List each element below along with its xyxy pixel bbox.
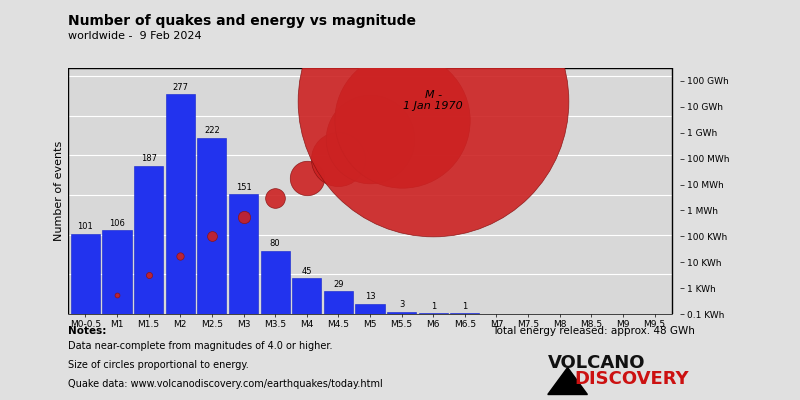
- Bar: [450, 313, 479, 314]
- Text: Size of circles proportional to energy.: Size of circles proportional to energy.: [68, 360, 249, 370]
- Point: [79, 321, 92, 327]
- Text: 277: 277: [172, 83, 188, 92]
- Text: DISCOVERY: DISCOVERY: [574, 370, 689, 388]
- Point: [363, 136, 377, 142]
- Point: [332, 156, 345, 162]
- Text: 1: 1: [430, 302, 436, 311]
- Bar: [292, 278, 322, 314]
- Text: Number of quakes and energy vs magnitude: Number of quakes and energy vs magnitude: [68, 14, 416, 28]
- Text: 3: 3: [399, 300, 404, 309]
- Bar: [355, 304, 385, 314]
- Text: 29: 29: [333, 280, 344, 289]
- Bar: [387, 312, 416, 314]
- Bar: [71, 234, 100, 314]
- Polygon shape: [548, 368, 587, 394]
- Point: [142, 272, 155, 278]
- Point: [395, 117, 408, 123]
- Text: 151: 151: [236, 183, 251, 192]
- Text: Quake data: www.volcanodiscovery.com/earthquakes/today.html: Quake data: www.volcanodiscovery.com/ear…: [68, 379, 382, 389]
- Text: Data near-complete from magnitudes of 4.0 or higher.: Data near-complete from magnitudes of 4.…: [68, 341, 333, 351]
- Bar: [134, 166, 163, 314]
- Bar: [198, 138, 226, 314]
- Point: [269, 194, 282, 201]
- Point: [110, 292, 123, 298]
- Point: [427, 97, 440, 104]
- Bar: [166, 94, 195, 314]
- Text: Total energy released: approx. 48 GWh: Total energy released: approx. 48 GWh: [492, 326, 695, 336]
- Text: M -
1 Jan 1970: M - 1 Jan 1970: [403, 90, 463, 111]
- Text: 187: 187: [141, 154, 157, 163]
- Bar: [418, 313, 448, 314]
- Bar: [261, 250, 290, 314]
- Point: [174, 253, 186, 259]
- Point: [237, 214, 250, 220]
- Text: 106: 106: [109, 218, 125, 228]
- Text: 45: 45: [302, 267, 312, 276]
- Point: [206, 233, 218, 240]
- Bar: [229, 194, 258, 314]
- Bar: [324, 291, 353, 314]
- Text: 80: 80: [270, 239, 281, 248]
- Text: 13: 13: [365, 292, 375, 301]
- Text: worldwide -  9 Feb 2024: worldwide - 9 Feb 2024: [68, 31, 202, 41]
- Text: 101: 101: [78, 222, 94, 232]
- Text: VOLCANO: VOLCANO: [548, 354, 646, 372]
- Text: 1: 1: [462, 302, 467, 311]
- Point: [300, 175, 313, 182]
- Bar: [102, 230, 131, 314]
- Y-axis label: Number of events: Number of events: [54, 141, 64, 241]
- Text: Notes:: Notes:: [68, 326, 106, 336]
- Text: 222: 222: [204, 126, 220, 136]
